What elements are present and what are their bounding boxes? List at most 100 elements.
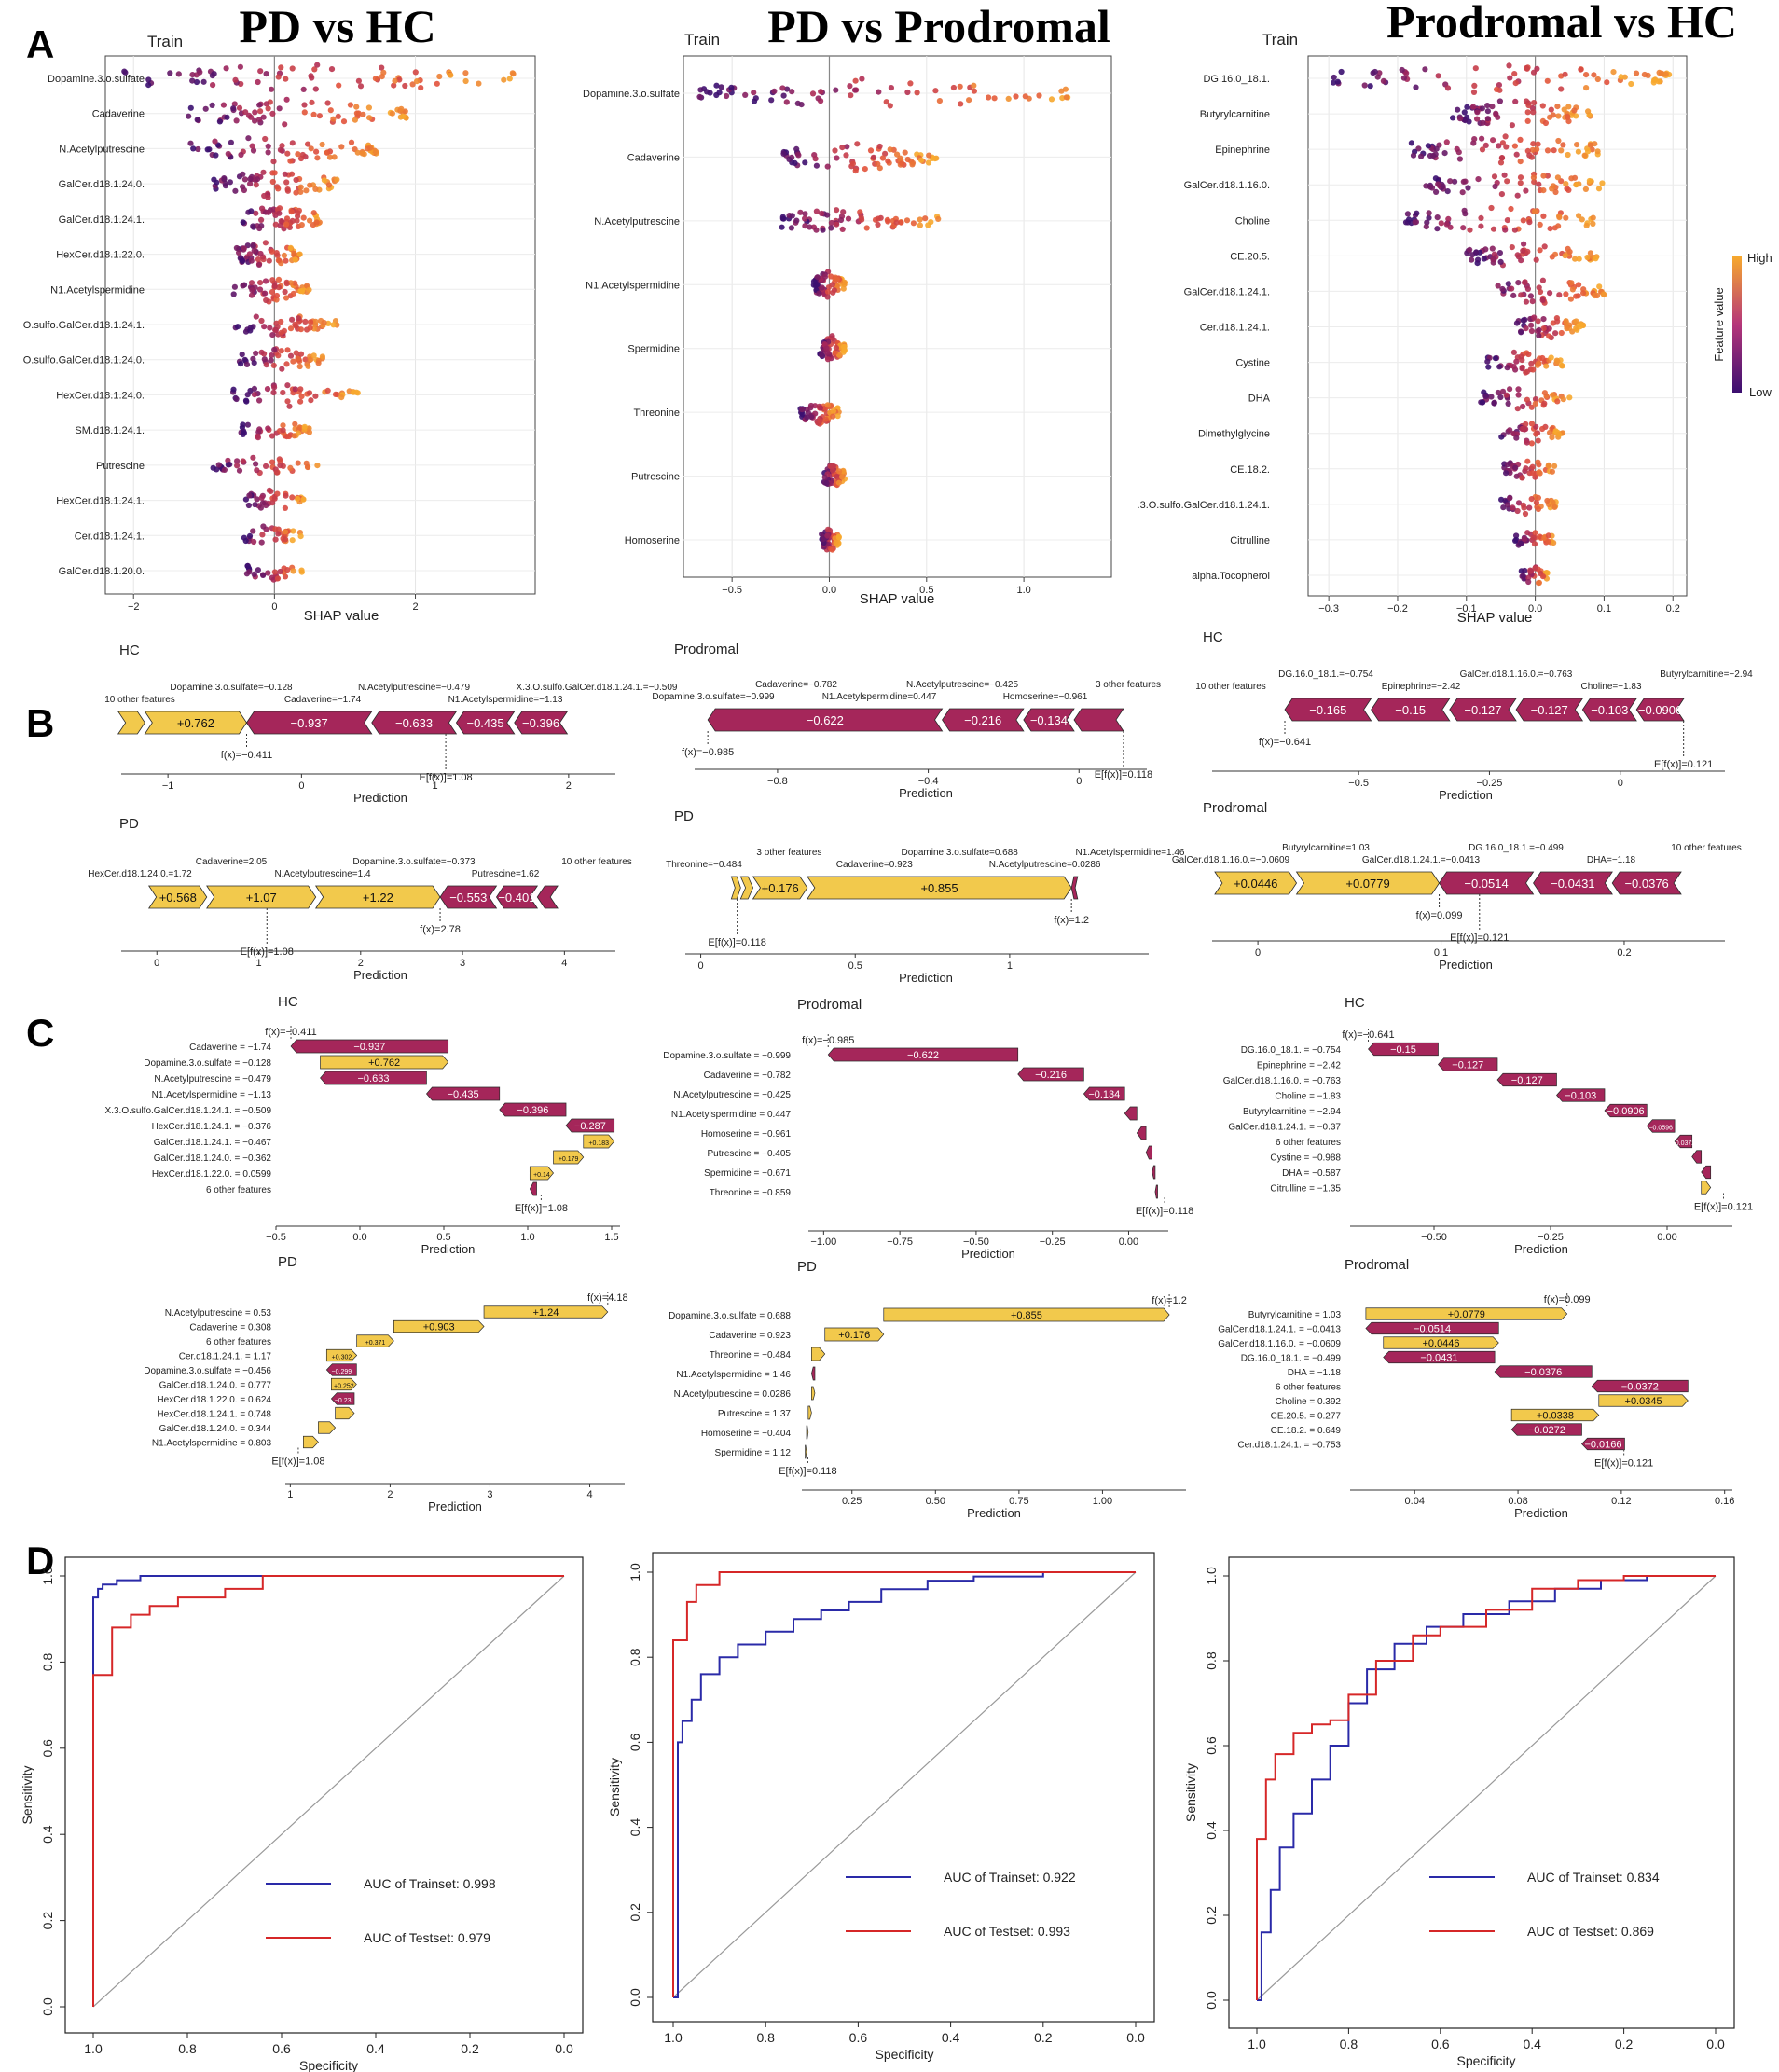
beeswarm-point: [1546, 333, 1552, 339]
beeswarm-point: [348, 139, 355, 145]
force-feature-annotation: 3 other features: [1096, 680, 1161, 690]
beeswarm-point: [202, 105, 209, 112]
beeswarm-point: [246, 569, 253, 575]
force-plot-5: HC −0.165 −0.15 −0.127 −0.127 −0.103 −0.0906 −0…: [1195, 629, 1753, 802]
beeswarm-point: [813, 208, 821, 214]
beeswarm-point: [244, 562, 251, 570]
force-segment-positive: [1214, 871, 1298, 895]
beeswarm-point: [1507, 427, 1513, 434]
beeswarm-point: [264, 386, 271, 393]
force-feature-annotation: X.3.O.sulfo.GalCer.d18.1.24.1.=−0.509: [517, 683, 678, 693]
beeswarm-point: [779, 85, 786, 91]
beeswarm-point: [935, 215, 942, 222]
waterfall-feature-label: Cadaverine = 0.308: [189, 1323, 271, 1333]
roc-ytick-label: 0.0: [627, 1988, 642, 2007]
beeswarm-point: [256, 102, 263, 108]
beeswarm-point: [234, 458, 241, 464]
beeswarm-point: [1507, 386, 1513, 393]
beeswarm-point: [297, 188, 304, 195]
beeswarm-point: [1528, 440, 1535, 447]
beeswarm-point: [1462, 211, 1469, 217]
beeswarm-point: [292, 421, 298, 427]
beeswarm-point: [1488, 394, 1495, 400]
waterfall-feature-label: Dopamine.3.o.sulfate = 0.688: [669, 1311, 791, 1321]
beeswarm-point: [252, 117, 258, 124]
beeswarm-point: [253, 182, 259, 188]
beeswarm-point: [1334, 78, 1341, 85]
force-fx-label: f(x)=−0.641: [1259, 737, 1311, 748]
panel-label-c: C: [26, 1011, 54, 1055]
force-plot-4: PD +0.176 +0.855 0 0.5 1 Prediction f(x)=1.2 E[f…: [666, 808, 1185, 985]
beeswarm-point: [324, 149, 330, 156]
beeswarm-point: [1528, 360, 1535, 366]
force-feature-annotation: Epinephrine=−2.42: [1382, 682, 1461, 692]
beeswarm-point: [1514, 406, 1521, 412]
beeswarm-point: [829, 546, 835, 553]
beeswarm-point: [1535, 459, 1541, 465]
waterfall-bar-positive: [1383, 1336, 1499, 1349]
beeswarm-point: [1509, 285, 1515, 292]
beeswarm-point: [1484, 108, 1491, 115]
waterfall-xtick-label: 0.50: [926, 1496, 945, 1507]
beeswarm-point: [1438, 220, 1444, 227]
beeswarm-point: [312, 86, 319, 92]
roc-ytick-label: 0.6: [40, 1739, 55, 1758]
force-segment-negative: [1533, 871, 1613, 895]
beeswarm-xtick-label: 0.0: [822, 585, 836, 596]
waterfall-bar-negative: [827, 1047, 1019, 1062]
beeswarm-point: [1524, 285, 1531, 292]
force-fx-label: f(x)=0.099: [1416, 910, 1463, 921]
beeswarm-point: [1529, 470, 1536, 477]
beeswarm-point: [1515, 386, 1522, 393]
beeswarm-point: [876, 89, 882, 95]
beeswarm-point: [1412, 219, 1418, 226]
roc-xtick-label: 0.0: [1706, 2037, 1725, 2051]
beeswarm-point: [258, 216, 265, 223]
roc-ylabel: Sensitivity: [607, 1758, 622, 1816]
beeswarm-point: [847, 83, 853, 90]
beeswarm-point: [276, 105, 283, 112]
force-feature-annotation: Dopamine.3.o.sulfate=0.688: [902, 848, 1019, 858]
beeswarm-point: [257, 68, 264, 75]
force-fx-label: f(x)=−0.985: [682, 747, 734, 758]
beeswarm-point: [833, 344, 840, 352]
beeswarm-point: [887, 103, 893, 109]
force-xtick-label: −0.5: [1348, 778, 1369, 789]
force-segment-negative: [1070, 876, 1079, 900]
force-segment-negative: [1023, 708, 1075, 732]
beeswarm-point: [966, 97, 972, 104]
force-xtick-label: 0.5: [848, 960, 862, 972]
beeswarm-point: [233, 244, 240, 252]
beeswarm-point: [1526, 504, 1533, 511]
waterfall-bar-label: −0.0596: [1648, 1126, 1673, 1132]
beeswarm-point: [1595, 186, 1603, 192]
beeswarm-point: [257, 280, 264, 286]
beeswarm-point: [804, 414, 810, 421]
force-segment-label: −0.396: [522, 716, 559, 730]
beeswarm-point: [1497, 258, 1504, 265]
beeswarm-point: [1522, 567, 1528, 574]
beeswarm-point: [265, 105, 271, 112]
waterfall-xtick-label: −0.25: [1538, 1232, 1564, 1243]
beeswarm-point: [379, 64, 385, 71]
beeswarm-feature-label: Cadaverine: [627, 152, 680, 163]
waterfall-feature-label: DG.16.0_18.1. = −0.754: [1241, 1045, 1342, 1056]
beeswarm-point: [261, 324, 268, 330]
roc-xtick-label: 0.0: [555, 2041, 573, 2056]
beeswarm-point: [273, 292, 280, 299]
roc-xtick-label: 1.0: [84, 2041, 103, 2056]
beeswarm-point: [247, 175, 254, 183]
beeswarm-point: [1518, 292, 1524, 298]
beeswarm-point: [398, 105, 405, 112]
waterfall-sample-title: Prodromal: [1345, 1257, 1409, 1273]
beeswarm-point: [462, 70, 469, 76]
beeswarm-point: [236, 249, 242, 256]
beeswarm-point: [1522, 316, 1528, 323]
beeswarm-point: [1554, 104, 1561, 110]
force-feature-annotation: N.Acetylputrescine=0.0286: [989, 860, 1101, 870]
beeswarm-point: [314, 155, 321, 161]
beeswarm-point: [291, 250, 297, 256]
beeswarm-point: [1561, 106, 1567, 113]
roc-frame: [64, 1556, 584, 2034]
force-feature-annotation: GalCer.d18.1.16.0.=−0.763: [1460, 670, 1573, 680]
